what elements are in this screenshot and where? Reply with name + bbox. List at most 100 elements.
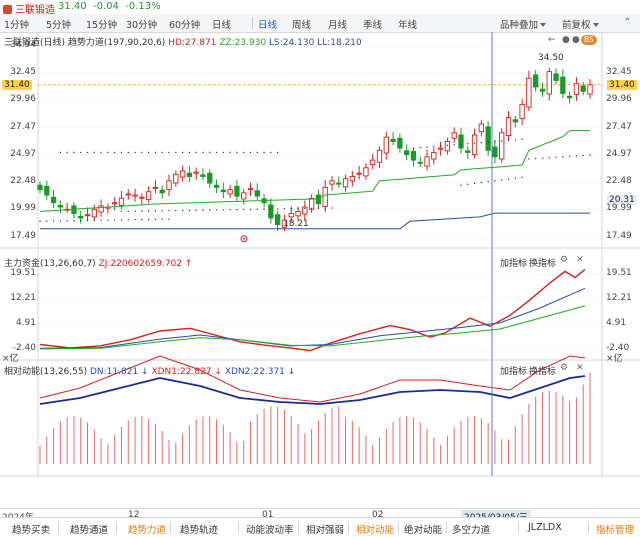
dot-marker [147, 218, 150, 221]
base-line [40, 212, 590, 230]
dot-marker [562, 156, 564, 158]
candle-body [295, 210, 301, 217]
bs-badge[interactable]: BS [581, 35, 597, 45]
dot-marker [141, 218, 143, 221]
dot-marker [134, 210, 136, 212]
tab-trend-force[interactable]: 趋势力道 [128, 525, 167, 536]
close-icon[interactable]: ✕ [576, 255, 584, 265]
dot-marker [494, 140, 496, 143]
gear-icon-2[interactable]: ⚙ [560, 363, 569, 373]
collapse-icon[interactable]: ⌃ [623, 17, 632, 28]
candle-body [471, 134, 478, 156]
tab-trend-channel[interactable]: 趋势通道 [70, 525, 109, 536]
dot-marker [528, 158, 530, 160]
gear-icon[interactable]: ⚙ [560, 255, 569, 265]
dot-marker [575, 155, 578, 157]
dot-marker [134, 219, 136, 221]
chart-area[interactable]: 三联锻造(日线) 趋势力道(197,90,20,6) HD:27.871 ZZ:… [0, 32, 640, 538]
add-indicator-button-2[interactable]: 加指标 [500, 367, 528, 377]
tab-relative-momentum[interactable]: 相对动能 [356, 525, 395, 536]
tab-5min[interactable]: 15分钟 [86, 20, 118, 31]
tab-weekly[interactable]: 周线 [292, 20, 312, 31]
dot-marker [93, 151, 96, 154]
dot-marker [548, 157, 550, 159]
y-tick-label: 27.47 [10, 121, 36, 132]
candle-body [254, 190, 260, 197]
dot-icon[interactable]: ● [562, 35, 570, 45]
tab-yearly[interactable]: 年线 [398, 20, 418, 31]
tab-quarterly[interactable]: 季线 [363, 20, 383, 31]
main-legend: 三联锻造(日线) 趋势力道(197,90,20,6) HD:27.871 ZZ:… [4, 38, 362, 48]
switch-indicator-button-2[interactable]: 换指标 [529, 367, 557, 377]
tab-1min-2[interactable]: 5分钟 [46, 20, 72, 31]
y-tick-label-right: 24.97 [606, 148, 632, 159]
panel2-y-tick-right: 4.91 [606, 317, 627, 328]
dot-marker [263, 208, 265, 210]
dot-marker [433, 145, 435, 148]
candle-body [512, 119, 518, 123]
tab-trend-buysell[interactable]: 趋势买卖 [12, 525, 51, 536]
tab-60min[interactable]: 日线 [212, 20, 232, 31]
dot-marker [256, 208, 258, 210]
tab-momentum-volatility[interactable]: 动能波动率 [246, 525, 294, 536]
stock-logo-icon [3, 5, 12, 14]
tab-trend-track[interactable]: 趋势轨迹 [180, 525, 219, 536]
candle-body [50, 196, 57, 204]
candle-body [112, 202, 118, 205]
dot-marker [147, 210, 150, 212]
candle-body [241, 192, 247, 200]
candle-body [78, 215, 84, 219]
overlay-dropdown[interactable]: 品种叠加 [500, 17, 547, 31]
dot-marker [582, 154, 584, 157]
dot-marker [127, 151, 129, 154]
candle-body [546, 71, 552, 95]
adjust-dropdown[interactable]: 前复权 [562, 17, 599, 31]
divider [252, 17, 253, 29]
candle-body [125, 193, 131, 196]
tab-absolute-momentum[interactable]: 绝对动能 [404, 525, 443, 536]
high-marker: 34.50 [538, 53, 564, 63]
panel2-y-tick: 19.51 [10, 268, 36, 279]
panel2-y-tick-right: -2.40 [606, 342, 630, 353]
arrow-left-icon[interactable]: ← [548, 35, 556, 45]
tab-daily[interactable]: 日线 [258, 20, 278, 31]
candle-body [315, 194, 322, 205]
tab-indicator-manage[interactable]: 指标管理 [596, 525, 635, 536]
candle-body [478, 123, 485, 133]
xdn1-value: XDN1:22.827 ↓ [151, 367, 222, 377]
close-icon-2[interactable]: ✕ [576, 363, 584, 373]
zj-line [39, 268, 586, 352]
add-indicator-button[interactable]: 加指标 [500, 259, 528, 269]
candle-body [437, 147, 444, 150]
more-icon[interactable]: ● [572, 35, 580, 45]
dot-marker [467, 183, 469, 186]
tab-relative-strength[interactable]: 相对强弱 [306, 525, 345, 536]
candle-body [118, 197, 125, 206]
xdn1-line [39, 355, 586, 403]
dot-marker [243, 151, 245, 154]
tab-1min[interactable]: 1分钟 [4, 20, 30, 31]
dot-marker [80, 219, 82, 222]
panel2-y-tick: 4.91 [15, 317, 36, 328]
dot-marker [514, 139, 517, 141]
dot-marker [222, 209, 225, 211]
tab-15min[interactable]: 30分钟 [126, 20, 158, 31]
dot-marker [521, 176, 523, 179]
chart-canvas[interactable] [0, 32, 640, 506]
candle-body [397, 137, 403, 149]
tab-jlzldx[interactable]: JLZLDX [528, 522, 562, 533]
dot-marker [120, 151, 123, 154]
switch-indicator-button[interactable]: 换指标 [529, 259, 557, 269]
dot-marker [100, 151, 102, 154]
chevron-down-icon[interactable]: ⌄ [483, 522, 491, 533]
dot-marker [304, 207, 306, 210]
xdn2-value: XDN2:22.371 ↓ [224, 367, 296, 377]
tab-bull-bear-force[interactable]: 多空力道 [452, 525, 491, 536]
signal-marker-dot [243, 237, 245, 240]
candle-body [410, 150, 417, 161]
candle-body [349, 176, 355, 182]
tab-30min[interactable]: 60分钟 [169, 20, 201, 31]
dot-marker [80, 151, 82, 154]
tab-monthly[interactable]: 月线 [328, 20, 348, 31]
panel2-unit-right: ×亿 [606, 354, 623, 364]
